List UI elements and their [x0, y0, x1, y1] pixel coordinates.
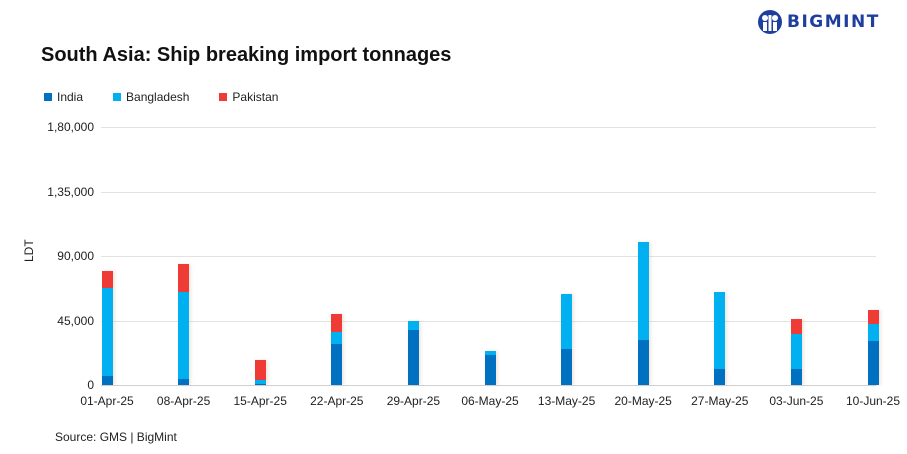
bar-segment-india — [637, 339, 649, 385]
legend-swatch-icon — [113, 93, 122, 101]
x-tick-label: 03-Jun-25 — [769, 394, 824, 408]
chart-title: South Asia: Ship breaking import tonnage… — [41, 44, 452, 66]
bar-segment-india — [331, 344, 343, 385]
legend-item-india: India — [44, 90, 83, 104]
bar-29-Apr-25 — [407, 320, 419, 385]
bar-segment-bangladesh — [790, 333, 802, 369]
bigmint-logo-icon — [758, 10, 782, 34]
bar-segment-india — [561, 349, 573, 385]
y-tick-label: 90,000 — [57, 249, 94, 263]
y-tick-label: 1,35,000 — [47, 185, 94, 199]
bar-03-Jun-25 — [790, 318, 802, 385]
x-tick-label: 06-May-25 — [461, 394, 519, 408]
gridline — [101, 256, 876, 257]
bar-segment-india — [714, 368, 726, 385]
brand-logo: BIGMINT — [757, 9, 880, 35]
gridline — [101, 321, 876, 322]
legend-item-pakistan: Pakistan — [219, 90, 278, 104]
gridline — [101, 127, 876, 128]
x-tick-label: 27-May-25 — [691, 394, 749, 408]
legend-item-bangladesh: Bangladesh — [113, 90, 189, 104]
legend-swatch-icon — [219, 93, 228, 101]
gridline — [101, 385, 876, 386]
bar-segment-pakistan — [254, 360, 266, 380]
legend-label: Bangladesh — [126, 90, 190, 104]
y-tick-label: 1,80,000 — [47, 120, 94, 134]
bar-segment-india — [178, 378, 190, 385]
bar-27-May-25 — [714, 291, 726, 385]
bar-segment-bangladesh — [407, 320, 419, 330]
bar-segment-pakistan — [178, 264, 190, 292]
chart-legend: India Bangladesh Pakistan — [44, 90, 308, 104]
bar-segment-india — [484, 355, 496, 385]
bar-20-May-25 — [637, 241, 649, 385]
bar-segment-pakistan — [790, 318, 802, 334]
bar-segment-bangladesh — [331, 331, 343, 344]
bar-15-Apr-25 — [254, 360, 266, 385]
x-tick-label: 29-Apr-25 — [386, 394, 441, 408]
bar-segment-bangladesh — [714, 291, 726, 369]
bar-segment-bangladesh — [484, 351, 496, 356]
bar-segment-india — [254, 383, 266, 385]
brand-name: BIGMINT — [787, 12, 880, 32]
x-tick-label: 15-Apr-25 — [233, 394, 287, 408]
x-tick-label: 01-Apr-25 — [80, 394, 134, 408]
y-tick-label: 0 — [87, 378, 94, 392]
bar-segment-bangladesh — [561, 293, 573, 350]
bar-segment-india — [790, 368, 802, 385]
legend-swatch-icon — [44, 93, 52, 101]
x-tick-label: 20-May-25 — [614, 394, 672, 408]
legend-label: India — [57, 90, 84, 104]
legend-label: Pakistan — [232, 90, 279, 104]
bar-segment-pakistan — [101, 270, 113, 288]
bar-segment-bangladesh — [867, 323, 879, 341]
bar-segment-india — [407, 329, 419, 385]
bar-10-Jun-25 — [867, 309, 879, 385]
x-tick-label: 22-Apr-25 — [310, 394, 364, 408]
x-tick-label: 10-Jun-25 — [845, 394, 901, 408]
bar-segment-bangladesh — [254, 379, 266, 384]
bar-01-Apr-25 — [101, 270, 113, 385]
x-tick-label: 08-Apr-25 — [156, 394, 211, 408]
y-tick-label: 45,000 — [57, 314, 94, 328]
gridline — [101, 192, 876, 193]
bar-06-May-25 — [484, 351, 496, 385]
bar-segment-bangladesh — [637, 241, 649, 340]
bar-segment-bangladesh — [101, 287, 113, 376]
bar-segment-pakistan — [867, 309, 879, 324]
bar-08-Apr-25 — [178, 264, 190, 385]
bar-segment-pakistan — [331, 313, 343, 332]
x-tick-label: 13-May-25 — [537, 394, 596, 408]
bar-segment-india — [867, 340, 879, 385]
bar-22-Apr-25 — [331, 313, 343, 385]
bar-13-May-25 — [561, 293, 573, 385]
bar-segment-bangladesh — [178, 291, 190, 379]
bar-segment-india — [101, 375, 113, 385]
y-axis: 0 45,000 90,000 1,35,000 1,80,000 — [0, 0, 94, 454]
source-note: Source: GMS | BigMint — [55, 430, 177, 444]
